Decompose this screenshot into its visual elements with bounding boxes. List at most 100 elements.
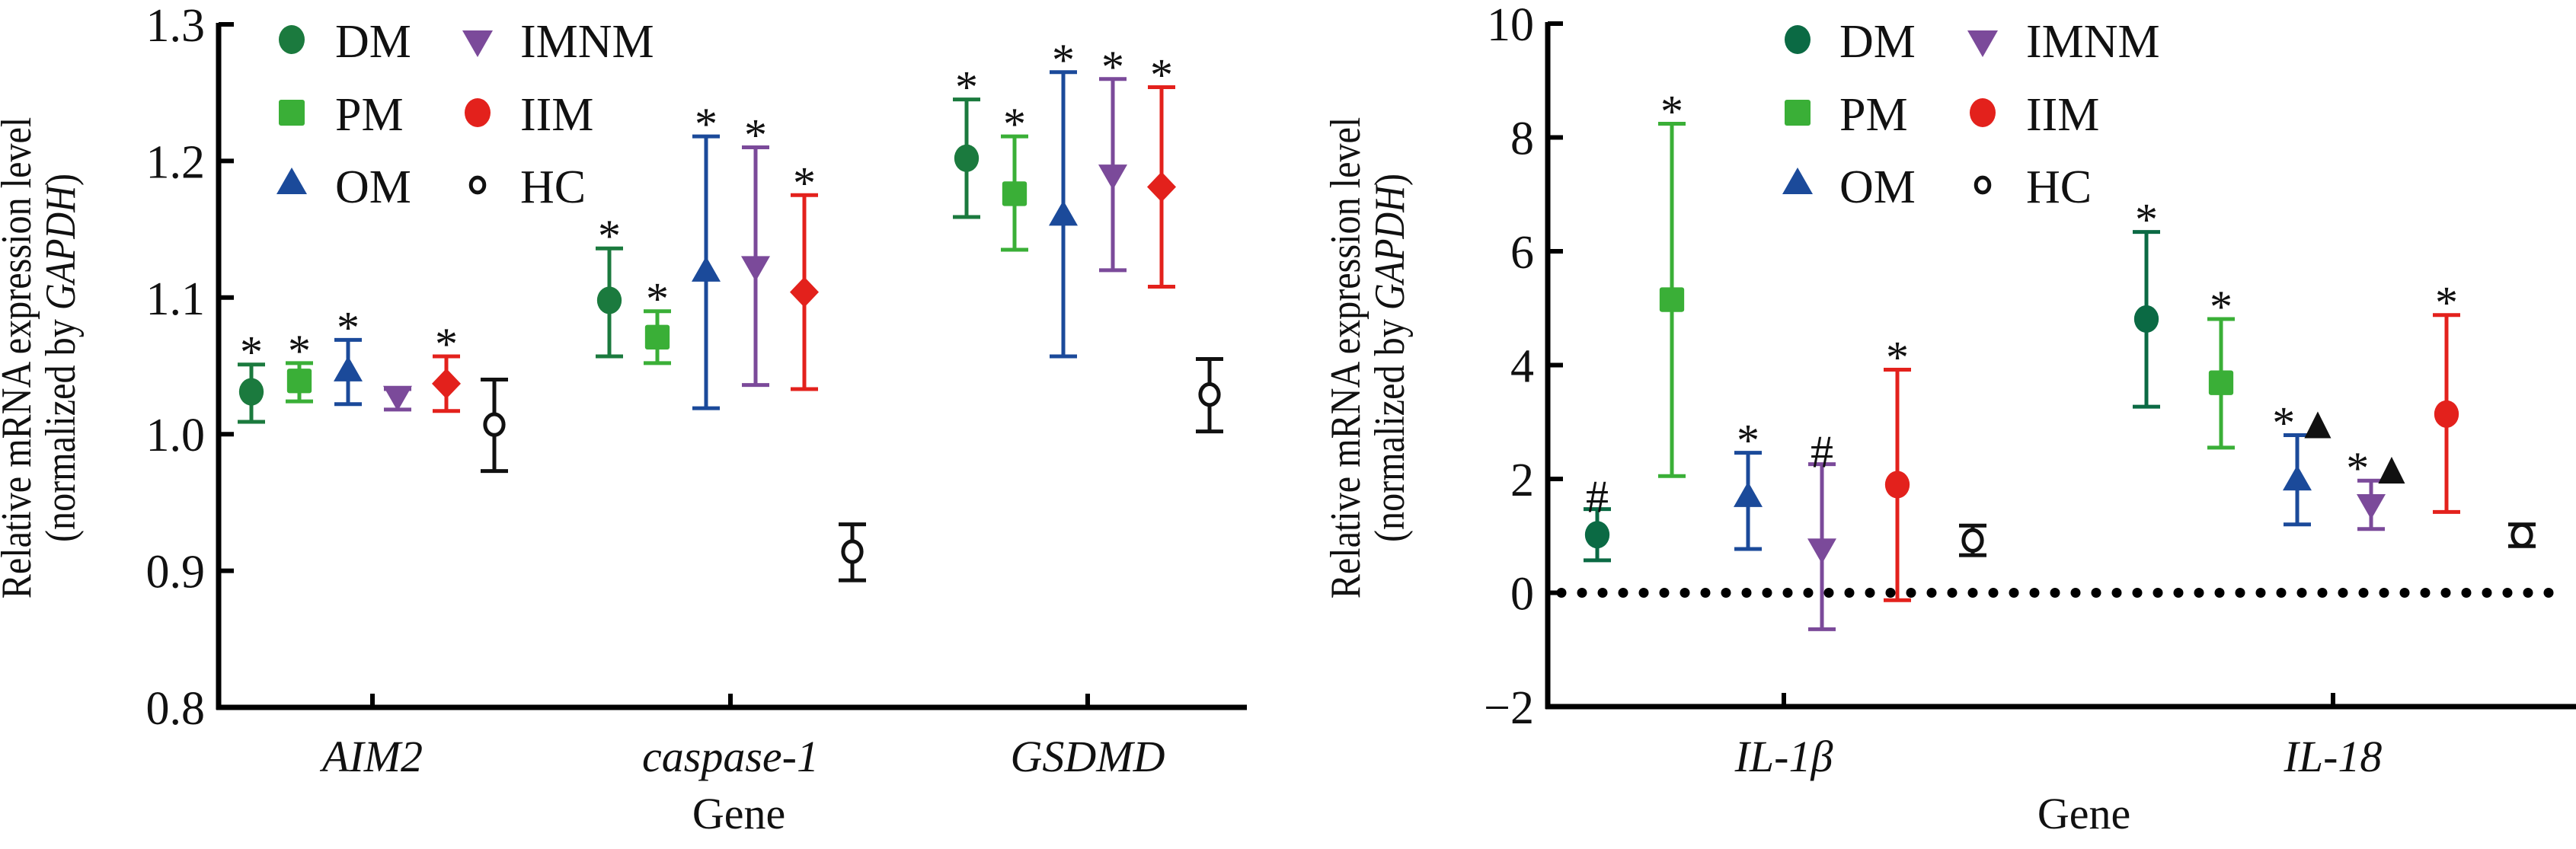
x-axis-title: Gene [692,789,785,838]
zero-line-dot [2235,588,2245,598]
zero-line-dot [1967,588,1978,598]
y-tick-label: 0.9 [146,547,206,598]
zero-line-dot [1597,588,1608,598]
y-tick-label: 6 [1510,227,1534,279]
series-hc [481,357,1223,582]
legend-item-om: OM [276,161,411,213]
series-iim: ** [1884,278,2460,602]
data-point [1659,287,1685,312]
zero-line-dot [2420,588,2431,598]
significance-marker: * [435,319,458,369]
significance-marker: * [288,326,311,376]
series-dm: #* [1584,195,2160,563]
zero-line-dot [1638,588,1649,598]
chart-panel-right: −2 0 2 4 6 8 10 IL-1β IL-18 Gene Relative mRNA exp… [1322,0,2576,838]
zero-line-dot [2276,588,2287,598]
chart-panel-left: 0.8 0.9 1.0 1.1 1.2 1.3 AIM2 caspase-1 GSDMD Gene… [0,0,1247,838]
data-point [1049,200,1078,226]
zero-line-dot [1988,588,1999,598]
significance-marker: * [1886,332,1909,382]
legend-marker [1974,175,1992,195]
zero-line-dot [2358,588,2369,598]
zero-line-dot [2379,588,2389,598]
zero-line-dot [1782,588,1793,598]
significance-marker: *▲ [2346,443,2414,493]
zero-line-dot [2029,588,2040,598]
significance-marker: * [1101,42,1124,92]
significance-marker: * [598,211,621,261]
significance-marker: * [793,158,816,208]
series-imnm: ** [383,42,1127,412]
data-point [432,368,461,399]
legend-label: HC [2026,161,2092,213]
x-tick-label: caspase-1 [642,732,819,781]
legend-item-iim: IIM [465,89,593,141]
legend-label: DM [1839,16,1916,68]
data-point [741,256,770,282]
legend-marker [1782,168,1813,194]
zero-line-dot [1556,588,1567,598]
zero-line-dot [2214,588,2225,598]
y-tick-label: −2 [1484,682,1534,734]
data-point [954,144,980,172]
data-point [596,286,622,314]
zero-line-dot [2461,588,2472,598]
series-iim: * * * [432,50,1176,413]
series-om: * *▲ [1734,397,2341,551]
y-axis-title-gene: GAPDH [1366,184,1414,310]
legend-label: PM [335,89,404,141]
zero-reference-line [1556,588,2554,598]
legend-label: IIM [520,89,593,141]
data-point [1098,164,1127,190]
y-axis-title-line1: Relative mRNA expression level [1322,117,1369,599]
zero-line-dot [2338,588,2348,598]
y-axis-title-line1: Relative mRNA expression level [0,117,40,599]
data-point [2208,370,2234,395]
legend-marker [1785,25,1811,54]
legend-marker [1970,98,1996,127]
series-om: * * * [334,35,1078,410]
significance-marker: * [2435,278,2458,328]
data-point [790,276,819,308]
data-point [1584,521,1610,549]
series-imnm: # *▲ [1807,427,2415,631]
series-pm: ** [1658,87,2235,478]
zero-line-dot [2296,588,2307,598]
data-point [1147,171,1176,203]
legend-marker [462,30,493,57]
y-tick-label: 2 [1510,455,1534,506]
zero-line-dot [1803,588,1814,598]
legend-item-iim: IIM [1970,89,2099,141]
significance-marker: *▲ [2272,397,2340,448]
y-axis-title-prefix: (normalized by [37,310,85,542]
legend: DM PM OM IMNM IIM HC [1782,16,2160,213]
legend-item-imnm: IMNM [1967,16,2160,68]
legend-item-pm: PM [279,89,404,141]
data-point [286,369,312,394]
legend-item-pm: PM [1785,89,1908,141]
y-tick-label: 0.8 [146,683,206,735]
zero-line-dot [2399,588,2410,598]
zero-line-dot [1844,588,1855,598]
zero-line-dot [1906,588,1916,598]
significance-marker: * [1150,50,1173,101]
zero-line-dot [2111,588,2122,598]
legend-marker [1785,100,1811,126]
data-point [2133,305,2159,334]
data-point [644,324,670,349]
significance-marker: * [744,110,767,160]
zero-line-dot [2502,588,2513,598]
significance-marker: * [1052,35,1075,85]
data-point [2434,400,2459,428]
zero-line-dot [2153,588,2163,598]
zero-line-dot [1823,588,1834,598]
x-tick-label: GSDMD [1011,732,1165,781]
legend-marker [276,168,307,194]
legend-marker [279,100,305,126]
zero-line-dot [2091,588,2101,598]
zero-line-dot [2255,588,2266,598]
y-axis-title-line2: (normalized by GAPDH) [37,174,85,542]
zero-line-dot [1700,588,1711,598]
significance-marker: * [1003,99,1026,149]
